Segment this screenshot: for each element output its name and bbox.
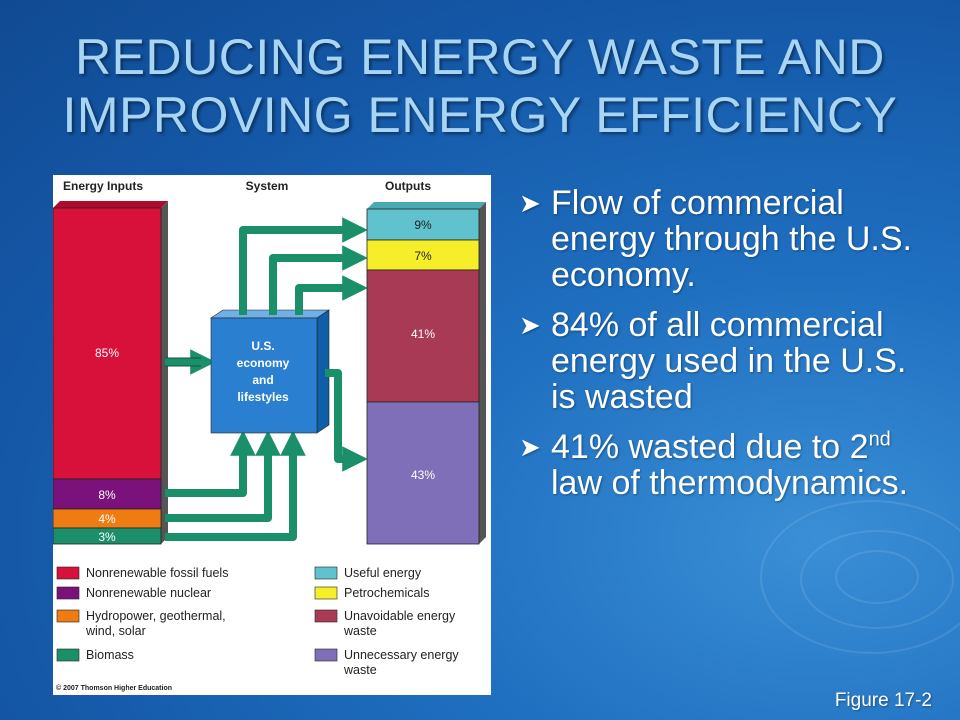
system-label-line1: U.S.	[251, 339, 274, 353]
bullet-item: ➤ 84% of all commercial energy used in t…	[517, 307, 937, 415]
flow-arrows-outputs	[239, 217, 368, 472]
output-segment-petrochemicals	[366, 239, 480, 271]
system-box: U.S. economy and lifestyles	[210, 309, 330, 434]
system-label-line2: economy	[237, 356, 290, 370]
legend-swatch-unavoidable-waste	[314, 609, 338, 623]
energy-flow-figure: Energy Inputs System Outputs 85% 8% 4% 3…	[53, 175, 491, 695]
legend-label-petrochemicals: Petrochemicals	[344, 586, 429, 600]
legend-label-nuclear: Nonrenewable nuclear	[86, 586, 211, 600]
input-label-fossil: 85%	[95, 346, 119, 360]
figure-caption: Figure 17-2	[834, 690, 932, 711]
bullet-text-start: 41% wasted due to 2	[551, 428, 869, 466]
arrow-bullet-icon: ➤	[519, 432, 541, 462]
legend-swatch-unnecessary-waste	[314, 648, 338, 662]
header-energy-inputs: Energy Inputs	[63, 179, 143, 193]
petrochem-flow-arrow	[269, 245, 368, 315]
legend-swatch-renewable	[56, 609, 80, 623]
output-segment-unnecessary-waste	[366, 401, 480, 545]
legend-swatch-useful	[314, 566, 338, 580]
legend-label-unavoidable-waste: Unavoidable energy	[344, 609, 456, 623]
ripple-decoration	[800, 530, 954, 629]
slide-title: REDUCING ENERGY WASTE AND IMPROVING ENER…	[62, 29, 898, 143]
nuclear-flow-arrow	[165, 430, 256, 497]
output-label-useful: 9%	[414, 218, 432, 232]
legend-label-unnecessary-waste: Unnecessary energy	[344, 648, 459, 662]
output-segment-useful	[366, 208, 480, 241]
legend-swatch-fossil	[56, 566, 80, 580]
ripple-decoration	[835, 550, 919, 604]
arrow-bullet-icon: ➤	[519, 310, 541, 340]
input-label-renewable: 4%	[98, 512, 116, 526]
input-label-nuclear: 8%	[98, 488, 116, 502]
output-label-unnecessary-waste: 43%	[411, 468, 435, 482]
legend-swatch-petrochemicals	[314, 586, 338, 600]
output-segment-unavoidable-waste	[366, 269, 480, 403]
bullet-item: ➤ 41% wasted due to 2nd law of thermodyn…	[517, 429, 937, 501]
arrow-bullet-icon: ➤	[519, 188, 541, 218]
input-segment-nuclear	[53, 478, 162, 510]
system-label-line3: and	[252, 373, 273, 387]
header-system: System	[246, 179, 289, 193]
legend-label-unavoidable-waste-line2: waste	[343, 624, 377, 638]
legend-right: Useful energy Petrochemicals Unavoidable…	[314, 566, 459, 677]
flow-arrow-outlines	[165, 357, 201, 367]
system-label-line4: lifestyles	[237, 390, 289, 404]
flow-arrows-inputs	[165, 349, 306, 541]
useful-flow-arrow	[239, 217, 368, 315]
ripple-decoration	[760, 500, 960, 654]
bullet-text: 84% of all commercial energy used in the…	[551, 306, 907, 416]
legend-label-unnecessary-waste-line2: waste	[343, 663, 377, 677]
bullet-text-end: law of thermodynamics.	[551, 464, 909, 502]
copyright-notice: © 2007 Thomson Higher Education	[56, 684, 172, 692]
output-bar: 9% 7% 41% 43%	[366, 202, 486, 545]
output-label-petrochemicals: 7%	[414, 249, 432, 263]
ordinal-superscript: nd	[868, 428, 891, 451]
legend-label-renewable: Hydropower, geothermal,	[86, 609, 226, 623]
bullet-list: ➤ Flow of commercial energy through the …	[517, 185, 937, 515]
legend-label-fossil: Nonrenewable fossil fuels	[86, 566, 228, 580]
input-segment-fossil	[53, 207, 162, 480]
bullet-item: ➤ Flow of commercial energy through the …	[517, 185, 937, 293]
legend-label-biomass: Biomass	[86, 648, 134, 662]
output-label-unavoidable-waste: 41%	[411, 327, 435, 341]
unavoidable-waste-flow-arrow	[295, 275, 368, 315]
legend-left: Nonrenewable fossil fuels Nonrenewable n…	[56, 566, 228, 662]
energy-flow-diagram: Energy Inputs System Outputs 85% 8% 4% 3…	[53, 179, 486, 692]
biomass-flow-arrow	[165, 430, 306, 541]
unnecessary-waste-flow-arrow	[325, 369, 368, 472]
input-segment-biomass	[53, 527, 162, 545]
input-label-biomass: 3%	[98, 530, 116, 544]
legend-label-useful: Useful energy	[344, 566, 422, 580]
legend-swatch-biomass	[56, 648, 80, 662]
input-bar: 85% 8% 4% 3%	[53, 201, 168, 545]
header-outputs: Outputs	[385, 179, 431, 193]
legend-swatch-nuclear	[56, 586, 80, 600]
legend-label-renewable-line2: wind, solar	[85, 624, 146, 638]
renewable-flow-arrow	[165, 430, 281, 522]
bullet-text: Flow of commercial energy through the U.…	[551, 184, 913, 294]
